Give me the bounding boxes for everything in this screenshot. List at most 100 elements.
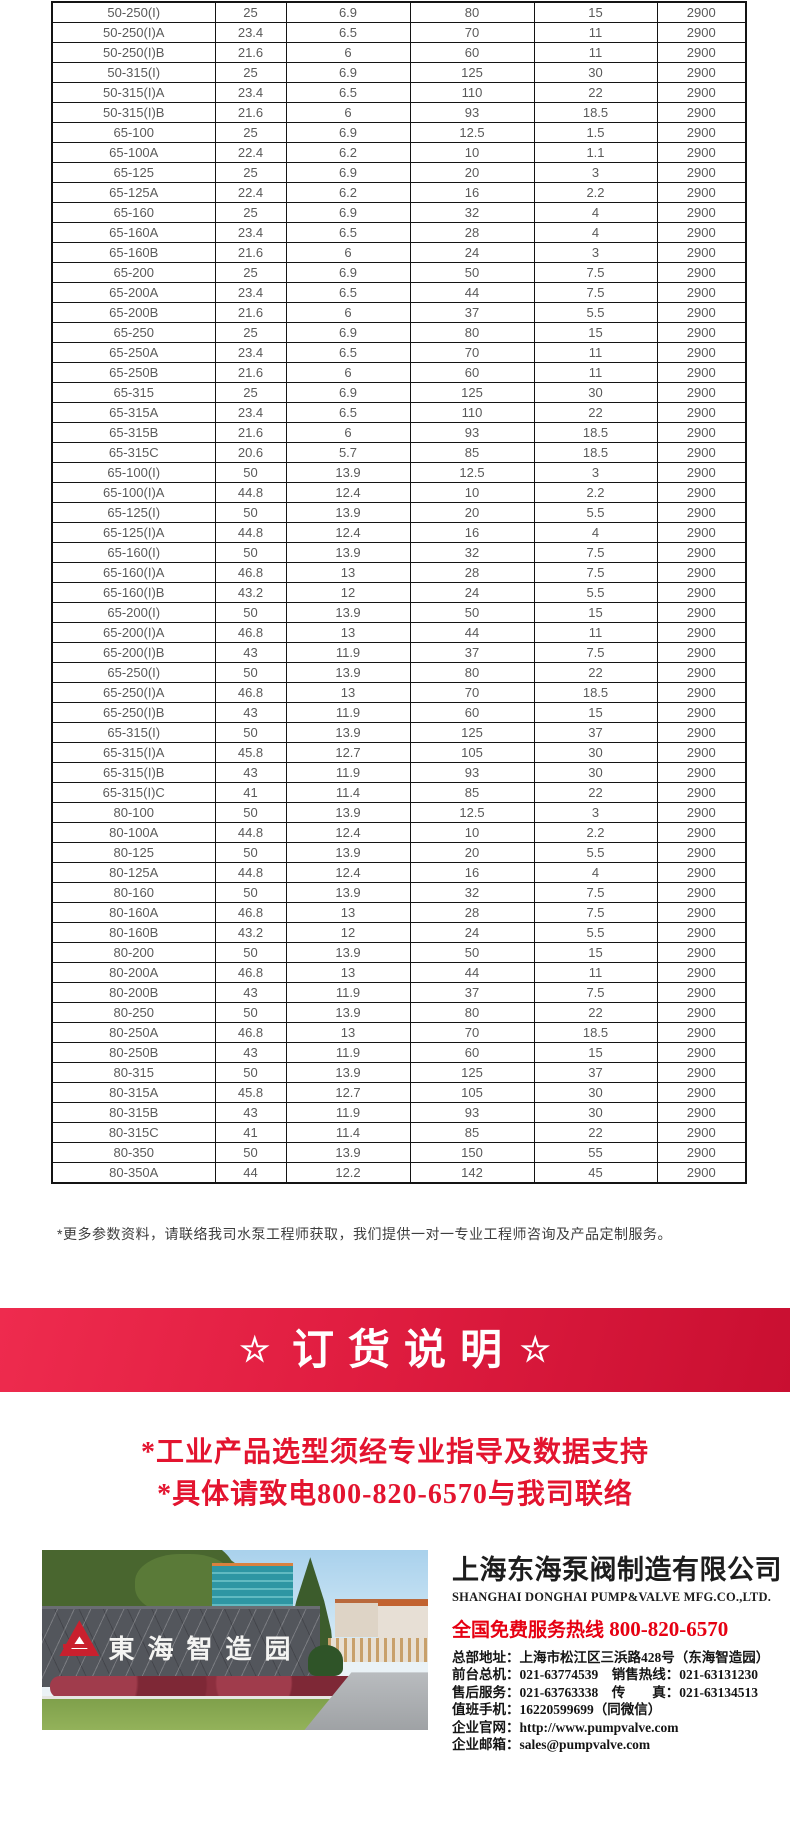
table-cell: 13.9	[285, 802, 411, 823]
table-cell: 12.7	[285, 1082, 411, 1103]
table-row: 80-250A 46.8 13 70 18.5 2900	[51, 1022, 747, 1043]
table-cell: 65-315	[51, 382, 216, 403]
table-cell: 12.4	[285, 522, 411, 543]
table-cell: 6.9	[285, 382, 411, 403]
table-cell: 11	[533, 42, 658, 63]
table-row: 65-315(I)A 45.8 12.7 105 30 2900	[51, 742, 747, 763]
table-cell: 11	[533, 362, 658, 383]
table-cell: 44	[214, 1162, 287, 1184]
table-cell: 80-350A	[51, 1162, 216, 1184]
table-cell: 65-160(I)A	[51, 562, 216, 583]
table-row: 65-100 25 6.9 12.5 1.5 2900	[51, 122, 747, 143]
table-cell: 18.5	[533, 682, 658, 703]
table-cell: 13	[285, 562, 411, 583]
table-cell: 6	[285, 42, 411, 63]
table-cell: 2900	[656, 642, 747, 663]
table-cell: 13.9	[285, 462, 411, 483]
table-cell: 125	[409, 382, 535, 403]
table-cell: 13.9	[285, 882, 411, 903]
table-row: 80-160A 46.8 13 28 7.5 2900	[51, 902, 747, 923]
table-cell: 6.5	[285, 282, 411, 303]
table-cell: 10	[409, 482, 535, 503]
table-cell: 80-250B	[51, 1042, 216, 1063]
table-cell: 65-200	[51, 262, 216, 283]
table-cell: 2900	[656, 582, 747, 603]
contact-line: 企业官网：http://www.pumpvalve.com	[452, 1719, 679, 1735]
table-row: 65-250A 23.4 6.5 70 11 2900	[51, 342, 747, 363]
hotline-label: 全国免费服务热线	[452, 1620, 605, 1641]
contact-line: 售后服务：021-63763338 传 真：021-63134513	[452, 1684, 758, 1700]
table-cell: 50	[214, 842, 287, 863]
table-cell: 2900	[656, 262, 747, 283]
table-cell: 65-250(I)A	[51, 682, 216, 703]
contact-lines: 总部地址：上海市松江区三浜路428号（东海智造园） 前台总机：021-637745…	[452, 1649, 784, 1753]
table-cell: 6.9	[285, 262, 411, 283]
table-cell: 13.9	[285, 1142, 411, 1163]
hotline-number[interactable]: 800-820-6570	[609, 1617, 729, 1641]
table-cell: 65-200B	[51, 302, 216, 323]
table-cell: 15	[533, 1042, 658, 1063]
table-cell: 21.6	[214, 42, 287, 63]
table-cell: 2900	[656, 822, 747, 843]
table-cell: 2900	[656, 242, 747, 263]
table-row: 65-250(I)B 43 11.9 60 15 2900	[51, 702, 747, 723]
table-row: 80-315C 41 11.4 85 22 2900	[51, 1122, 747, 1143]
table-cell: 25	[214, 1, 287, 23]
table-row: 65-250(I) 50 13.9 80 22 2900	[51, 662, 747, 683]
table-cell: 6.9	[285, 202, 411, 223]
table-row: 80-200B 43 11.9 37 7.5 2900	[51, 982, 747, 1003]
table-cell: 2900	[656, 502, 747, 523]
table-row: 80-125A 44.8 12.4 16 4 2900	[51, 862, 747, 883]
table-cell: 30	[533, 1102, 658, 1123]
table-cell: 2900	[656, 442, 747, 463]
table-cell: 2900	[656, 282, 747, 303]
table-row: 65-100A 22.4 6.2 10 1.1 2900	[51, 142, 747, 163]
table-cell: 80-350	[51, 1142, 216, 1163]
table-cell: 12.5	[409, 122, 535, 143]
table-cell: 2900	[656, 542, 747, 563]
table-row: 80-160B 43.2 12 24 5.5 2900	[51, 922, 747, 943]
company-name-cn: 上海东海泵阀制造有限公司	[452, 1555, 782, 1585]
table-cell: 1.5	[533, 122, 658, 143]
table-cell: 2900	[656, 142, 747, 163]
table-cell: 22	[533, 1122, 658, 1143]
contact-line: 值班手机：16220599699（同微信）	[452, 1702, 662, 1718]
table-cell: 32	[409, 542, 535, 563]
table-row: 65-315(I) 50 13.9 125 37 2900	[51, 722, 747, 743]
table-cell: 80-315	[51, 1062, 216, 1083]
table-cell: 2900	[656, 102, 747, 123]
table-cell: 7.5	[533, 282, 658, 303]
table-cell: 37	[409, 302, 535, 323]
table-row: 80-350 50 13.9 150 55 2900	[51, 1142, 747, 1163]
table-cell: 2900	[656, 602, 747, 623]
table-cell: 80-250	[51, 1002, 216, 1023]
table-cell: 21.6	[214, 242, 287, 263]
table-cell: 125	[409, 62, 535, 83]
table-cell: 2900	[656, 302, 747, 323]
table-cell: 13	[285, 682, 411, 703]
table-cell: 50	[409, 942, 535, 963]
table-cell: 2900	[656, 1022, 747, 1043]
table-cell: 15	[533, 1, 658, 23]
table-cell: 21.6	[214, 362, 287, 383]
table-row: 50-250(I) 25 6.9 80 15 2900	[51, 1, 747, 23]
table-cell: 37	[533, 722, 658, 743]
table-cell: 12.4	[285, 822, 411, 843]
table-cell: 2900	[656, 1, 747, 23]
table-cell: 13.9	[285, 942, 411, 963]
table-cell: 18.5	[533, 442, 658, 463]
table-cell: 11	[533, 22, 658, 43]
table-cell: 80-200B	[51, 982, 216, 1003]
table-cell: 23.4	[214, 342, 287, 363]
table-row: 65-315C 20.6 5.7 85 18.5 2900	[51, 442, 747, 463]
table-cell: 22	[533, 782, 658, 803]
table-cell: 11.9	[285, 762, 411, 783]
table-cell: 150	[409, 1142, 535, 1163]
table-cell: 13.9	[285, 722, 411, 743]
table-cell: 46.8	[214, 622, 287, 643]
table-cell: 105	[409, 1082, 535, 1103]
table-cell: 2900	[656, 622, 747, 643]
slogan-line-1: *工业产品选型须经专业指导及数据支持	[140, 1437, 649, 1468]
table-cell: 30	[533, 762, 658, 783]
